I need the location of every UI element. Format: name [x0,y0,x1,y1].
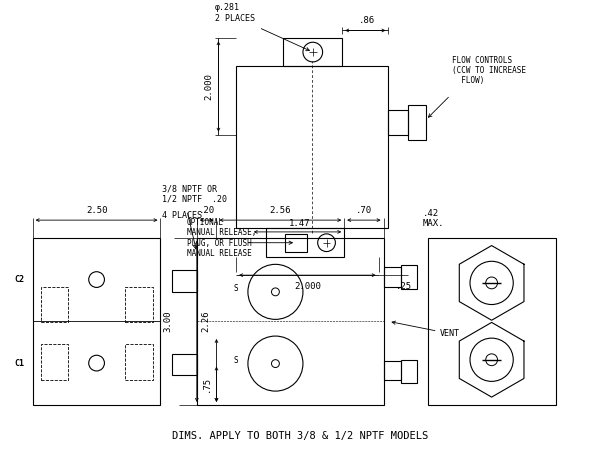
Text: C1: C1 [14,359,24,368]
Bar [428,238,556,405]
Bar [383,360,401,380]
Bar [197,238,383,405]
Bar [266,228,344,257]
Bar [408,105,426,139]
Bar [41,287,68,322]
Text: S: S [234,356,238,365]
Text: 2.56: 2.56 [269,206,291,215]
Text: 1.47: 1.47 [289,219,311,228]
Text: DIMS. APPLY TO BOTH 3/8 & 1/2 NPTF MODELS: DIMS. APPLY TO BOTH 3/8 & 1/2 NPTF MODEL… [172,431,428,441]
Text: .25: .25 [397,282,412,291]
Text: .70: .70 [356,206,372,215]
Bar [388,110,408,135]
Text: FLOW CONTROLS
(CCW TO INCREASE
  FLOW): FLOW CONTROLS (CCW TO INCREASE FLOW) [452,56,526,85]
Bar [172,354,197,375]
Text: 4 PLACES: 4 PLACES [163,211,202,220]
Text: S: S [234,284,238,293]
Bar [401,265,417,289]
Bar [125,287,152,322]
Text: 2.26: 2.26 [202,311,211,332]
Text: φ.281
2 PLACES: φ.281 2 PLACES [215,3,254,23]
Text: C2: C2 [14,275,24,284]
Bar [383,267,401,287]
Text: 2.000: 2.000 [294,282,321,291]
Bar [283,38,342,66]
Text: .20: .20 [199,206,215,215]
Text: 3/8 NPTF OR
1/2 NPTF  .20: 3/8 NPTF OR 1/2 NPTF .20 [163,184,227,203]
Text: 2.000: 2.000 [205,73,214,100]
Text: .75: .75 [202,376,211,392]
Text: OPTIONAL
MANUAL RELEASE,
PLUG, OR FLUSH
MANUAL RELEASE: OPTIONAL MANUAL RELEASE, PLUG, OR FLUSH … [187,218,256,258]
Text: .42
MAX.: .42 MAX. [423,208,445,228]
Bar [285,234,307,252]
Text: VENT: VENT [440,329,460,338]
Bar [41,345,68,380]
Bar [33,238,160,405]
Bar [172,270,197,292]
Text: 3.00: 3.00 [163,311,172,332]
Bar [125,345,152,380]
Text: 2.50: 2.50 [86,206,107,215]
Bar [236,66,388,228]
Text: .86: .86 [359,15,376,25]
Bar [401,360,417,383]
